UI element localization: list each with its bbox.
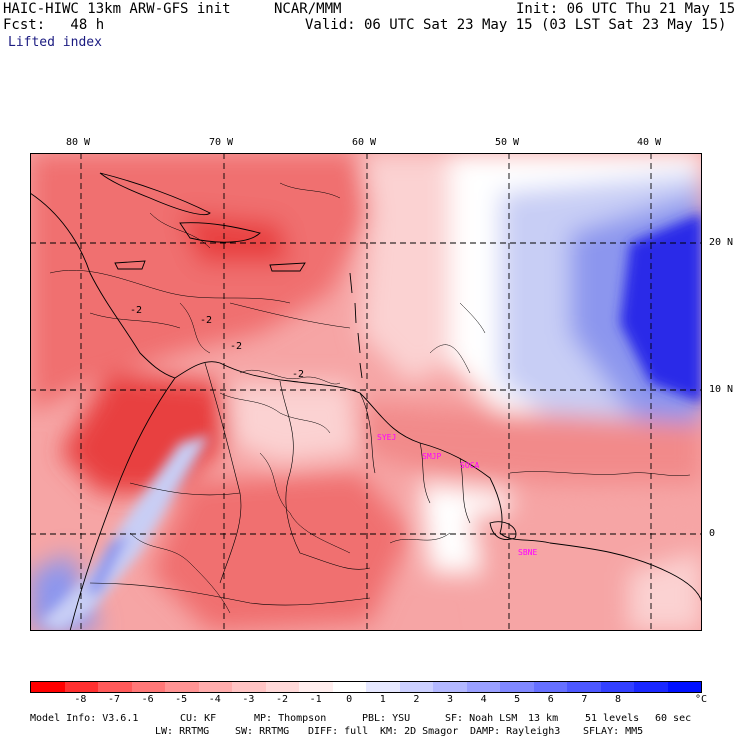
colorbar-cell (265, 682, 299, 692)
contour-label: -2 (200, 315, 212, 326)
microphysics-scheme: MP: Thompson (254, 713, 327, 724)
colorbar-tick-label: -5 (175, 694, 188, 705)
station-sbne: SBNE (518, 548, 537, 557)
colorbar-tick-label: 2 (413, 694, 420, 705)
colorbar-unit: °C (695, 694, 708, 705)
colorbar-tick-label: 7 (581, 694, 588, 705)
contour-label: -2 (292, 369, 304, 380)
damping-option: DAMP: Rayleigh3 (470, 726, 561, 737)
colorbar-cell (466, 682, 500, 692)
vertical-levels: 51 levels (585, 713, 640, 724)
colorbar-cell (567, 682, 601, 692)
colorbar-tick-label: -8 (74, 694, 87, 705)
lon-label-60w: 60 W (352, 137, 377, 148)
field-blue-deep-core (620, 213, 702, 403)
colorbar-cell (198, 682, 232, 692)
station-syej: SYEJ (377, 433, 396, 442)
field-blue-andes-strip (40, 435, 210, 631)
colorbar-cell (634, 682, 668, 692)
colorbar-cell (366, 682, 400, 692)
lat-label-10n: 10 N (709, 384, 734, 395)
colorbar-cell (232, 682, 266, 692)
lon-label-40w: 40 W (637, 137, 662, 148)
station-soca: SOCA (460, 461, 479, 470)
colorbar-cell (667, 682, 701, 692)
valid-time: Valid: 06 UTC Sat 23 May 15 (03 LST Sat … (305, 17, 727, 33)
colorbar-tick-label: 0 (346, 694, 353, 705)
colorbar-tick-label: 5 (514, 694, 521, 705)
colorbar-cell (31, 682, 65, 692)
forecast-hour: Fcst: 48 h (3, 17, 105, 33)
lon-label-50w: 50 W (495, 137, 520, 148)
colorbar-tick-label: -3 (242, 694, 255, 705)
colorbar-cell (399, 682, 433, 692)
colorbar-tick-label: -4 (208, 694, 221, 705)
colorbar-cell (98, 682, 132, 692)
time-step: 60 sec (655, 713, 692, 724)
colorbar (30, 681, 702, 693)
colorbar-tick-label: 3 (446, 694, 454, 705)
field-red-greater-antilles (180, 213, 290, 263)
colorbar-cell (600, 682, 634, 692)
coastlines (30, 172, 702, 631)
field-name: Lifted index (8, 35, 102, 50)
colorbar-tick-label: -2 (275, 694, 289, 705)
model-version: Model Info: V3.6.1 (30, 713, 139, 724)
field-red-amazon (150, 473, 410, 631)
colorbar-tick-label: -7 (107, 694, 121, 705)
surface-layer-option: SFLAY: MM5 (583, 726, 644, 737)
lat-label-20n: 20 N (709, 237, 734, 248)
colorbar-tick-label: 1 (379, 694, 386, 705)
field-pink-central (360, 153, 470, 383)
lifted-index-map: -2 -2 -2 -2 SYEJ SMJP SOCA SBNE (30, 153, 702, 631)
surface-scheme: SF: Noah LSM (445, 713, 518, 724)
colorbar-tick-label: 8 (614, 694, 622, 705)
colorbar-cell (299, 682, 333, 692)
contour-label: -2 (230, 341, 242, 352)
pbl-scheme: PBL: YSU (362, 713, 411, 724)
institution-label: NCAR/MMM (274, 1, 342, 17)
field-red-itcz (360, 403, 702, 483)
lon-label-70w: 70 W (209, 137, 234, 148)
colorbar-cell (131, 682, 165, 692)
km-option: KM: 2D Smagor (380, 726, 459, 737)
contour-label: -2 (130, 305, 142, 316)
station-smjp: SMJP (422, 452, 441, 461)
country-borders (89, 362, 471, 606)
colorbar-tick-label: -6 (141, 694, 154, 705)
longwave-scheme: LW: RRTMG (155, 726, 210, 737)
init-time: Init: 06 UTC Thu 21 May 15 (516, 1, 736, 17)
colorbar-cell (433, 682, 467, 692)
colorbar-cell (332, 682, 366, 692)
colorbar-tick-label: 6 (547, 694, 554, 705)
field-blue-andes-core (85, 533, 130, 593)
field-red-caribbean (30, 153, 370, 413)
cumulus-scheme: CU: KF (180, 713, 217, 724)
lon-label-80w: 80 W (66, 137, 91, 148)
grid-spacing: 13 km (528, 713, 559, 724)
model-title: HAIC-HIWC 13km ARW-GFS init (3, 1, 231, 17)
field-pink-southeast (630, 553, 702, 631)
graticule (30, 153, 702, 631)
colorbar-tick-label: -1 (309, 694, 322, 705)
lat-label-0: 0 (709, 528, 716, 539)
colorbar-cell (533, 682, 567, 692)
contour-lines (49, 182, 691, 614)
map-frame (30, 153, 702, 631)
field-pink-orinoco (230, 383, 360, 463)
colorbar-ticks: -8 -7 -6 -5 -4 -3 -2 -1 0 1 2 3 4 5 6 7 8 (30, 694, 702, 708)
shortwave-scheme: SW: RRTMG (235, 726, 290, 737)
colorbar-cell (165, 682, 199, 692)
diffusion-option: DIFF: full (308, 726, 369, 737)
colorbar-cell (64, 682, 98, 692)
colorbar-tick-label: 4 (480, 694, 487, 705)
colorbar-cell (500, 682, 534, 692)
